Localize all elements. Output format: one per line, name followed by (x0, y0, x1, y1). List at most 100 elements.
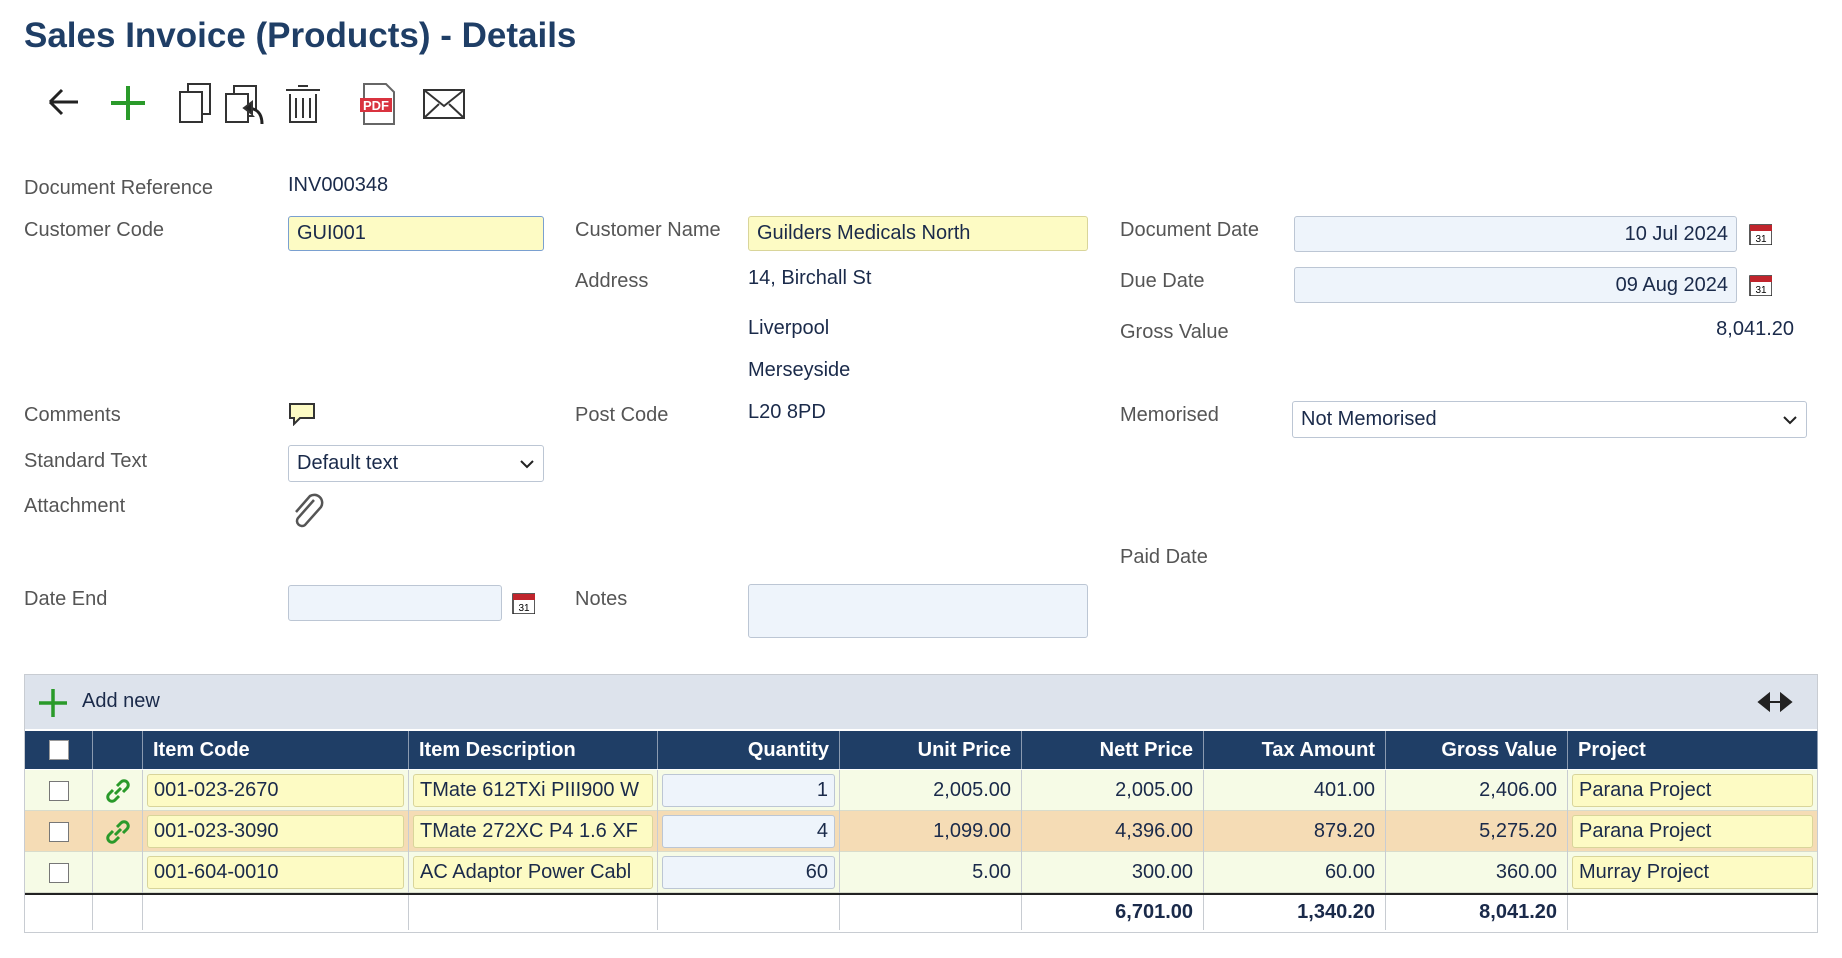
pdf-button[interactable]: PDF (360, 83, 395, 125)
email-button[interactable] (423, 89, 465, 119)
field-label: Standard Text (24, 450, 148, 472)
calendar-button[interactable]: 31 (1748, 221, 1772, 245)
table-cell: TMate 612TXi PIII900 W (409, 770, 658, 811)
table-cell: 60.00 (1204, 852, 1386, 893)
cell-input[interactable]: 001-604-0010 (147, 856, 404, 889)
table-cell (25, 852, 93, 893)
column-header: Tax Amount (1204, 731, 1386, 769)
chevron (520, 459, 534, 468)
table-cell: 2,406.00 (1386, 770, 1568, 811)
field-label: Attachment (24, 495, 126, 517)
customer-name-input[interactable]: Guilders Medicals North (748, 216, 1088, 251)
total-cell (143, 895, 409, 930)
lines-table: Add new Item Code Item Description Quantit… (24, 674, 1818, 933)
table-cell: 2,005.00 (840, 770, 1022, 811)
add-new-icon[interactable] (37, 687, 69, 719)
address-line: 14, Birchall St (748, 267, 872, 289)
toolbar: PDF (48, 83, 465, 125)
total-value: 8,041.20 (1386, 895, 1568, 930)
select-value: Default text (297, 452, 399, 474)
select-all-checkbox[interactable] (48, 740, 69, 760)
table-cell (93, 811, 143, 852)
cell-value: 1,099.00 (933, 820, 1011, 842)
row-checkbox[interactable] (48, 821, 69, 842)
customer-code-input[interactable]: GUI001 (288, 216, 544, 251)
table-cell: 001-023-3090 (143, 811, 409, 852)
table-cell: 1,099.00 (840, 811, 1022, 852)
table-cell: 2,005.00 (1022, 770, 1204, 811)
table-cell: 001-604-0010 (143, 852, 409, 893)
comments-icon[interactable] (288, 402, 316, 426)
cell-input[interactable]: Parana Project (1572, 815, 1813, 848)
field-label: Customer Code (24, 219, 165, 241)
cell-value: 300.00 (1131, 861, 1193, 883)
add-new-button[interactable]: Add new (82, 690, 160, 712)
calendar-icon-text: 31 (1755, 234, 1767, 245)
row-checkbox[interactable] (48, 862, 69, 883)
cell-input[interactable]: Murray Project (1572, 856, 1813, 889)
total-cell (1568, 895, 1818, 930)
cell-value: 60.00 (1324, 861, 1375, 883)
field-label: Date End (24, 588, 108, 610)
cell-input[interactable]: Parana Project (1572, 774, 1813, 807)
link-icon[interactable] (103, 776, 133, 806)
field-label: Comments (24, 404, 121, 426)
field-label: Gross Value (1120, 321, 1229, 343)
calendar-button[interactable]: 31 (511, 590, 535, 614)
table-cell: 5.00 (840, 852, 1022, 893)
table-cell (25, 770, 93, 811)
cell-input[interactable]: 4 (662, 815, 835, 848)
table-cell: 300.00 (1022, 852, 1204, 893)
table-cell: Parana Project (1568, 770, 1818, 811)
cell-input[interactable]: TMate 272XC P4 1.6 XF (413, 815, 653, 848)
total-cell (840, 895, 1022, 930)
total-value: 6,701.00 (1022, 895, 1204, 930)
link-icon[interactable] (103, 817, 133, 847)
table-cell: 401.00 (1204, 770, 1386, 811)
cell-value: 5,275.20 (1479, 820, 1557, 842)
cell-value: 360.00 (1495, 861, 1557, 883)
column-header: Gross Value (1386, 731, 1568, 769)
cell-input[interactable]: 001-023-3090 (147, 815, 404, 848)
cell-value: 2,005.00 (933, 779, 1011, 801)
total-value: 1,340.20 (1204, 895, 1386, 930)
table-cell (93, 852, 143, 893)
pdf-icon-text: PDF (363, 98, 389, 113)
notes-input[interactable] (748, 584, 1088, 638)
expand-icon[interactable] (1755, 689, 1795, 715)
cell-input[interactable]: 60 (662, 856, 835, 889)
copy-button[interactable] (179, 83, 211, 123)
table-cell: 1 (658, 770, 840, 811)
address-line: Liverpool (748, 317, 830, 339)
field-value: L20 8PD (748, 401, 826, 423)
field-label: Customer Name (575, 219, 721, 241)
column-header: Unit Price (840, 731, 1022, 769)
table-cell: Murray Project (1568, 852, 1818, 893)
total-cell (409, 895, 658, 930)
cell-input[interactable]: TMate 612TXi PIII900 W (413, 774, 653, 807)
chevron (1783, 415, 1797, 424)
column-header: Item Description (409, 731, 658, 769)
add-button[interactable] (111, 86, 145, 120)
attachment-icon[interactable] (290, 492, 326, 534)
calendar-button[interactable]: 31 (1748, 272, 1772, 296)
document-date-input[interactable]: 10 Jul 2024 (1294, 216, 1737, 252)
standard-text-select[interactable]: Default text (288, 445, 544, 482)
table-cell: 4,396.00 (1022, 811, 1204, 852)
table-cell (25, 811, 93, 852)
cell-input[interactable]: 001-023-2670 (147, 774, 404, 807)
due-date-input[interactable]: 09 Aug 2024 (1294, 267, 1737, 303)
cell-value: 879.20 (1313, 820, 1375, 842)
memorised-select[interactable]: Not Memorised (1292, 401, 1807, 438)
delete-button[interactable] (286, 85, 320, 123)
field-label: Due Date (1120, 270, 1205, 292)
row-checkbox[interactable] (48, 780, 69, 801)
reverse-button[interactable] (225, 85, 264, 125)
table-cell: TMate 272XC P4 1.6 XF (409, 811, 658, 852)
date-end-input[interactable] (288, 585, 502, 621)
back-button[interactable] (48, 88, 78, 116)
cell-input[interactable]: AC Adaptor Power Cabl (413, 856, 653, 889)
field-value: 8,041.20 (1716, 318, 1794, 340)
cell-input[interactable]: 1 (662, 774, 835, 807)
field-label: Address (575, 270, 649, 292)
